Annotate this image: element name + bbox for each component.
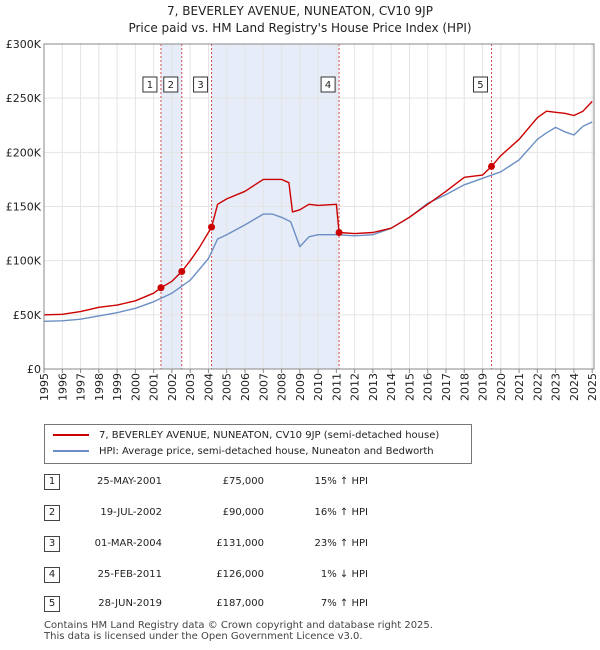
table-row: 2 19-JUL-2002 £90,000 16% ↑ HPI [0,503,600,523]
x-tick-label: 1995 [38,373,51,401]
transaction-label-number: 2 [168,80,174,91]
transaction-price: £90,000 [222,507,264,518]
x-tick-label: 1998 [93,373,106,401]
transaction-hpi-diff: 15% ↑ HPI [314,476,368,487]
table-row: 3 01-MAR-2004 £131,000 23% ↑ HPI [0,534,600,554]
x-tick-label: 2024 [568,373,581,401]
chart-title: 7, BEVERLEY AVENUE, NUNEATON, CV10 9JP [167,4,433,18]
legend-label-property: 7, BEVERLEY AVENUE, NUNEATON, CV10 9JP (… [99,430,440,441]
transaction-label-number: 5 [477,80,483,91]
x-tick-label: 2006 [239,373,252,401]
y-tick-label: £300K [6,38,42,51]
transaction-label-box [193,76,209,93]
transaction-hpi-diff: 1% ↓ HPI [320,569,368,580]
transaction-label-box [472,76,488,93]
hpi-series-line [43,121,593,322]
x-tick-label: 1997 [75,373,88,401]
x-tick-label: 2004 [202,373,215,401]
y-tick-label: £150K [6,201,42,214]
x-tick-label: 2005 [221,373,234,401]
x-tick-label: 2020 [495,373,508,401]
transaction-label-number: 4 [325,80,331,91]
legend-item-property: 7, BEVERLEY AVENUE, NUNEATON, CV10 9JP (… [53,428,439,444]
transaction-label-box [163,76,179,93]
transaction-price: £131,000 [216,538,264,549]
y-tick-label: £0 [27,363,41,376]
transaction-date: 19-JUL-2002 [100,507,162,518]
footer-copyright: Contains HM Land Registry data © Crown c… [44,620,433,631]
table-row: 1 25-MAY-2001 £75,000 15% ↑ HPI [0,472,600,492]
transaction-hpi-diff: 16% ↑ HPI [314,507,368,518]
x-tick-label: 2023 [550,373,563,401]
transaction-date: 28-JUN-2019 [98,598,162,609]
transaction-point [487,162,495,170]
y-tick-label: £250K [6,92,42,105]
transaction-hpi-diff: 23% ↑ HPI [314,538,368,549]
legend-item-hpi: HPI: Average price, semi-detached house,… [53,444,434,460]
x-tick-label: 2022 [531,373,544,401]
x-tick-label: 2011 [330,373,343,401]
x-tick-label: 2016 [422,373,435,401]
transaction-number: 1 [44,474,60,490]
x-tick-label: 2019 [477,373,490,401]
price-chart: 1 2 3 4 5 £0 £50K £100K £150K £200K £250K £300K 1995… [6,38,599,401]
plot-frame [43,43,595,370]
x-tick-label: 2014 [385,373,398,401]
x-tick-label: 2010 [312,373,325,401]
transaction-price: £75,000 [222,476,264,487]
footer-licence: This data is licensed under the Open Gov… [44,631,363,642]
transaction-label-box [142,76,158,93]
table-row: 4 25-FEB-2011 £126,000 1% ↓ HPI [0,565,600,585]
transaction-price: £187,000 [216,598,264,609]
x-tick-label: 2015 [403,373,416,401]
legend-swatch-hpi [53,450,89,452]
legend-label-hpi: HPI: Average price, semi-detached house,… [99,446,434,457]
transaction-number: 5 [44,596,60,612]
x-tick-label: 2025 [586,373,599,401]
x-tick-label: 2002 [166,373,179,401]
x-tick-label: 2021 [513,373,526,401]
y-tick-label: £50K [13,309,42,322]
transaction-point [157,284,165,292]
transaction-label-box [320,76,336,93]
transaction-number: 2 [44,505,60,521]
x-tick-label: 2012 [349,373,362,401]
transaction-date: 25-FEB-2011 [97,569,162,580]
x-tick-label: 2017 [440,373,453,401]
x-tick-label: 2001 [148,373,161,401]
x-tick-label: 2000 [129,373,142,401]
x-tick-label: 2003 [184,373,197,401]
x-tick-label: 2008 [276,373,289,401]
x-tick-label: 1996 [56,373,69,401]
transaction-price: £126,000 [216,569,264,580]
x-tick-label: 1999 [111,373,124,401]
transaction-label-number: 3 [197,80,203,91]
chart-subtitle: Price paid vs. HM Land Registry's House … [128,21,472,35]
transaction-date: 01-MAR-2004 [94,538,162,549]
transaction-number: 3 [44,536,60,552]
transaction-date: 25-MAY-2001 [96,476,162,487]
y-tick-label: £100K [6,255,42,268]
transaction-point [178,268,186,275]
transaction-label-number: 1 [147,80,153,91]
transaction-point [208,223,216,231]
legend-swatch-property [53,434,89,436]
chart-legend: 7, BEVERLEY AVENUE, NUNEATON, CV10 9JP (… [44,424,472,464]
footer: Contains HM Land Registry data © Crown c… [44,620,433,642]
transaction-number: 4 [44,567,60,583]
x-tick-label: 2013 [367,373,380,401]
x-tick-label: 2007 [257,373,270,401]
transaction-point [335,229,343,236]
x-tick-label: 2009 [294,373,307,401]
y-tick-label: £200K [6,146,42,159]
transaction-hpi-diff: 7% ↑ HPI [320,598,368,609]
x-tick-label: 2018 [458,373,471,401]
table-row: 5 28-JUN-2019 £187,000 7% ↑ HPI [0,594,600,614]
